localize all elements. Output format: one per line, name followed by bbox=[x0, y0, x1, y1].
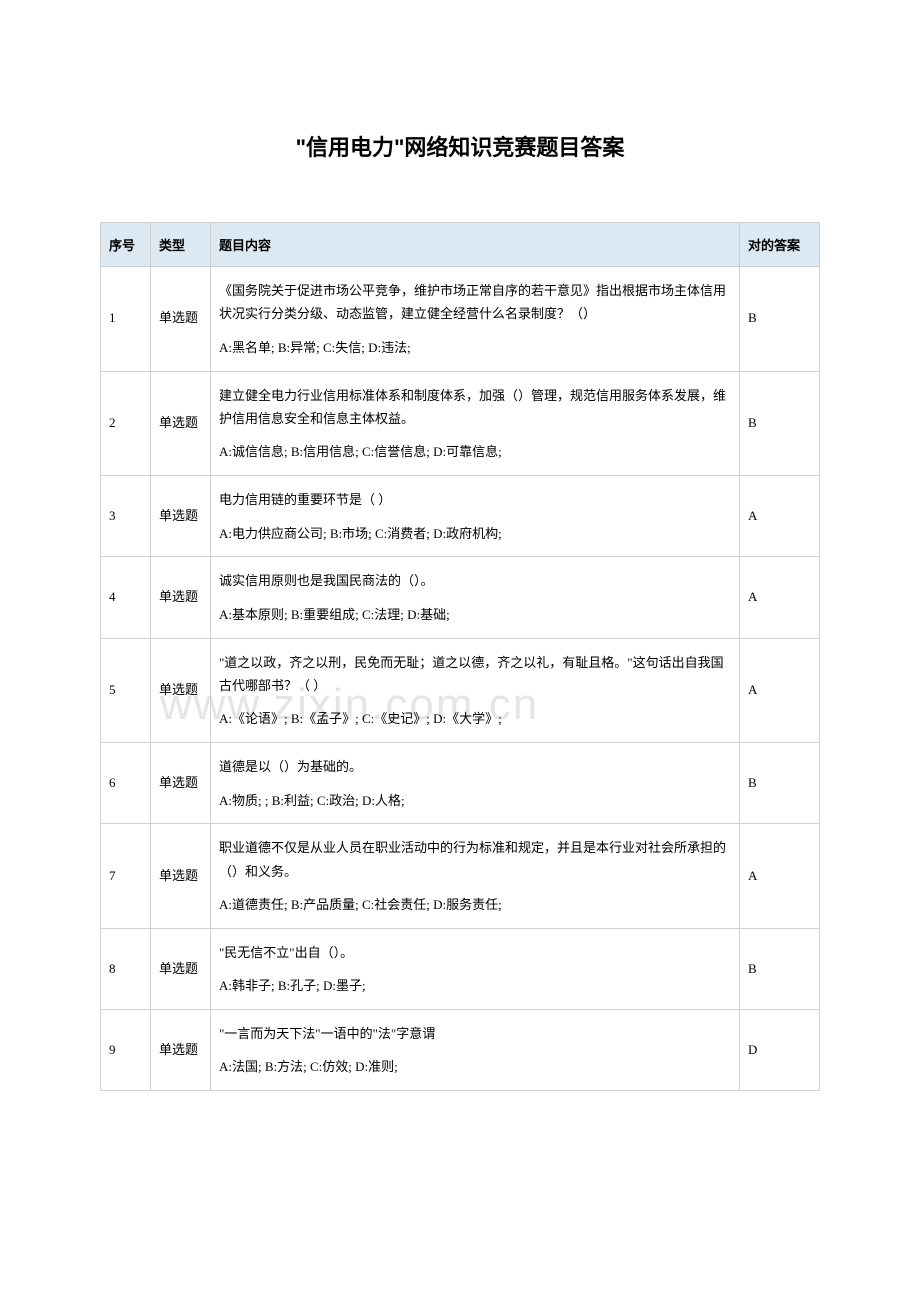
cell-type: 单选题 bbox=[151, 267, 211, 372]
cell-answer: A bbox=[740, 824, 820, 929]
table-row: 4单选题诚实信用原则也是我国民商法的（）。 A:基本原则; B:重要组成; C:法… bbox=[101, 557, 820, 638]
options-text: A:基本原则; B:重要组成; C:法理; D:基础; bbox=[219, 605, 731, 626]
table-row: 2单选题建立健全电力行业信用标准体系和制度体系，加强（）管理，规范信用服务体系发… bbox=[101, 371, 820, 476]
cell-content: 道德是以（）为基础的。 A:物质; ; B:利益; C:政治; D:人格; bbox=[211, 743, 740, 824]
cell-type: 单选题 bbox=[151, 928, 211, 1009]
question-text: 电力信用链的重要环节是（ ） bbox=[219, 488, 731, 511]
header-content: 题目内容 bbox=[211, 223, 740, 267]
cell-index: 4 bbox=[101, 557, 151, 638]
cell-index: 6 bbox=[101, 743, 151, 824]
cell-type: 单选题 bbox=[151, 371, 211, 476]
table-row: 3单选题电力信用链的重要环节是（ ） A:电力供应商公司; B:市场; C:消费者… bbox=[101, 476, 820, 557]
options-text: A:物质; ; B:利益; C:政治; D:人格; bbox=[219, 791, 731, 812]
cell-content: 建立健全电力行业信用标准体系和制度体系，加强（）管理，规范信用服务体系发展，维护… bbox=[211, 371, 740, 476]
table-row: 9单选题 "一言而为天下法"一语中的"法"字意谓 A:法国; B:方法; C:仿效;… bbox=[101, 1010, 820, 1091]
page-title: "信用电力"网络知识竞赛题目答案 bbox=[100, 130, 820, 162]
cell-index: 8 bbox=[101, 928, 151, 1009]
table-header-row: 序号 类型 题目内容 对的答案 bbox=[101, 223, 820, 267]
table-row: 7单选题职业道德不仅是从业人员在职业活动中的行为标准和规定，并且是本行业对社会所… bbox=[101, 824, 820, 929]
options-text: A:法国; B:方法; C:仿效; D:准则; bbox=[219, 1057, 731, 1078]
cell-index: 3 bbox=[101, 476, 151, 557]
header-type: 类型 bbox=[151, 223, 211, 267]
document-content: "信用电力"网络知识竞赛题目答案 序号 类型 题目内容 对的答案 1单选题《国务… bbox=[100, 130, 820, 1091]
cell-answer: B bbox=[740, 371, 820, 476]
cell-answer: A bbox=[740, 557, 820, 638]
cell-index: 5 bbox=[101, 638, 151, 743]
question-text: 道德是以（）为基础的。 bbox=[219, 755, 731, 778]
table-row: 5单选题"道之以政，齐之以刑，民免而无耻；道之以德，齐之以礼，有耻且格。"这句话… bbox=[101, 638, 820, 743]
table-row: 6单选题道德是以（）为基础的。 A:物质; ; B:利益; C:政治; D:人格;… bbox=[101, 743, 820, 824]
cell-content: 电力信用链的重要环节是（ ） A:电力供应商公司; B:市场; C:消费者; D:… bbox=[211, 476, 740, 557]
question-text: 建立健全电力行业信用标准体系和制度体系，加强（）管理，规范信用服务体系发展，维护… bbox=[219, 384, 731, 431]
cell-index: 1 bbox=[101, 267, 151, 372]
header-index: 序号 bbox=[101, 223, 151, 267]
cell-answer: A bbox=[740, 476, 820, 557]
table-row: 1单选题《国务院关于促进市场公平竞争，维护市场正常自序的若干意见》指出根据市场主… bbox=[101, 267, 820, 372]
cell-answer: B bbox=[740, 743, 820, 824]
cell-content: 职业道德不仅是从业人员在职业活动中的行为标准和规定，并且是本行业对社会所承担的（… bbox=[211, 824, 740, 929]
cell-content: "一言而为天下法"一语中的"法"字意谓 A:法国; B:方法; C:仿效; D:准… bbox=[211, 1010, 740, 1091]
table-row: 8单选题 "民无信不立"出自（）。 A:韩非子; B:孔子; D:墨子; B bbox=[101, 928, 820, 1009]
options-text: A:诚信信息; B:信用信息; C:信誉信息; D:可靠信息; bbox=[219, 442, 731, 463]
cell-type: 单选题 bbox=[151, 557, 211, 638]
cell-type: 单选题 bbox=[151, 638, 211, 743]
options-text: A:道德责任; B:产品质量; C:社会责任; D:服务责任; bbox=[219, 895, 731, 916]
cell-content: 《国务院关于促进市场公平竞争，维护市场正常自序的若干意见》指出根据市场主体信用状… bbox=[211, 267, 740, 372]
cell-index: 7 bbox=[101, 824, 151, 929]
cell-content: "道之以政，齐之以刑，民免而无耻；道之以德，齐之以礼，有耻且格。"这句话出自我国… bbox=[211, 638, 740, 743]
question-text: "道之以政，齐之以刑，民免而无耻；道之以德，齐之以礼，有耻且格。"这句话出自我国… bbox=[219, 651, 731, 698]
cell-answer: D bbox=[740, 1010, 820, 1091]
options-text: A:黑名单; B:异常; C:失信; D:违法; bbox=[219, 338, 731, 359]
cell-type: 单选题 bbox=[151, 1010, 211, 1091]
options-text: A:《论语》; B:《孟子》; C:《史记》; D:《大学》; bbox=[219, 709, 731, 730]
cell-content: 诚实信用原则也是我国民商法的（）。 A:基本原则; B:重要组成; C:法理; D… bbox=[211, 557, 740, 638]
cell-index: 2 bbox=[101, 371, 151, 476]
header-answer: 对的答案 bbox=[740, 223, 820, 267]
options-text: A:电力供应商公司; B:市场; C:消费者; D:政府机构; bbox=[219, 524, 731, 545]
cell-index: 9 bbox=[101, 1010, 151, 1091]
quiz-table: 序号 类型 题目内容 对的答案 1单选题《国务院关于促进市场公平竞争，维护市场正… bbox=[100, 222, 820, 1091]
question-text: "一言而为天下法"一语中的"法"字意谓 bbox=[219, 1022, 731, 1045]
question-text: 《国务院关于促进市场公平竞争，维护市场正常自序的若干意见》指出根据市场主体信用状… bbox=[219, 279, 731, 326]
cell-type: 单选题 bbox=[151, 476, 211, 557]
question-text: 职业道德不仅是从业人员在职业活动中的行为标准和规定，并且是本行业对社会所承担的（… bbox=[219, 836, 731, 883]
cell-type: 单选题 bbox=[151, 743, 211, 824]
options-text: A:韩非子; B:孔子; D:墨子; bbox=[219, 976, 731, 997]
cell-answer: B bbox=[740, 928, 820, 1009]
cell-answer: A bbox=[740, 638, 820, 743]
cell-answer: B bbox=[740, 267, 820, 372]
question-text: "民无信不立"出自（）。 bbox=[219, 941, 731, 964]
cell-content: "民无信不立"出自（）。 A:韩非子; B:孔子; D:墨子; bbox=[211, 928, 740, 1009]
cell-type: 单选题 bbox=[151, 824, 211, 929]
question-text: 诚实信用原则也是我国民商法的（）。 bbox=[219, 569, 731, 592]
